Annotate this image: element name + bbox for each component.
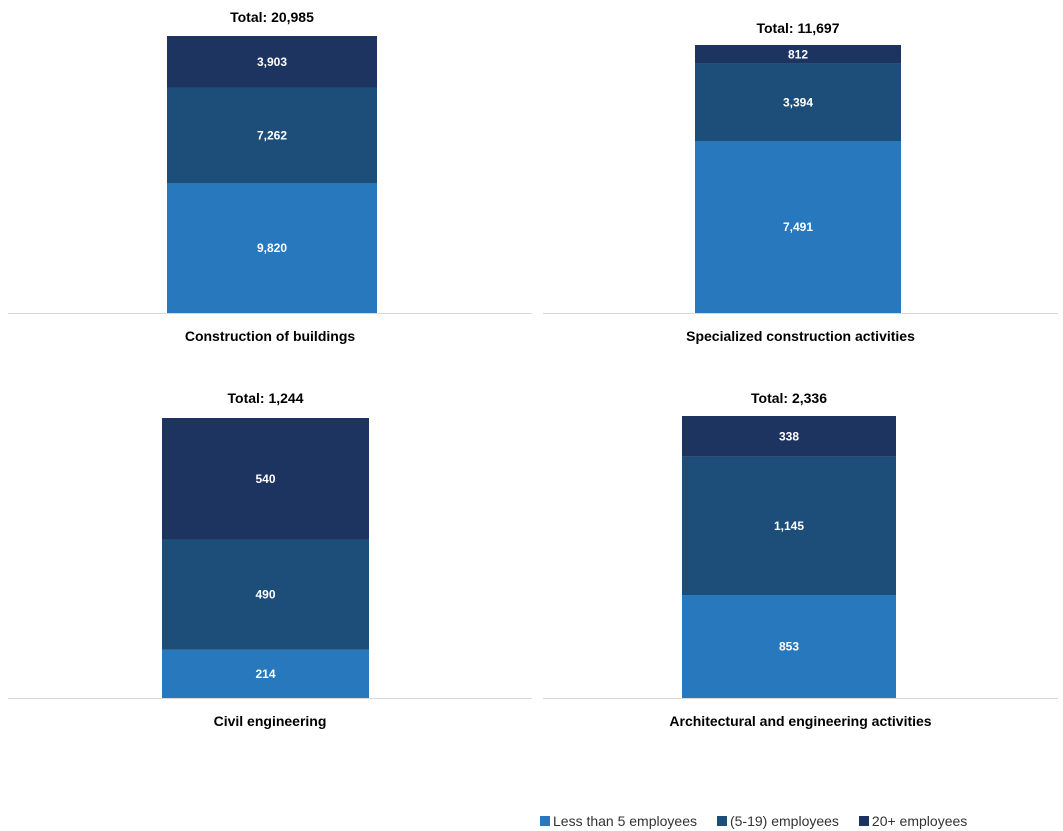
data-label: 1,145 — [774, 519, 804, 533]
bar-segment — [695, 63, 901, 142]
bar-segment — [167, 36, 377, 88]
legend-swatch — [716, 816, 727, 826]
data-label: 3,394 — [783, 95, 813, 109]
bar-segment — [682, 456, 896, 596]
chart-panel-4: 853 1,145 338 Total: 2,336 Architectural and… — [543, 390, 1058, 729]
legend-item-5-19: (5-19) employees — [716, 813, 839, 829]
bar-segment — [682, 595, 896, 698]
bar-segment — [695, 45, 901, 64]
total-label: Total: 11,697 — [756, 20, 839, 36]
data-label: 3,903 — [257, 55, 287, 69]
legend-label: 20+ employees — [871, 813, 968, 829]
data-label: 214 — [255, 667, 275, 681]
data-label: 812 — [788, 47, 808, 61]
chart-panel-2: 7,491 3,394 812 Total: 11,697 Specialized co… — [543, 20, 1058, 344]
bar-segment — [167, 183, 377, 313]
bar-segment — [682, 416, 896, 457]
total-label: Total: 20,985 — [230, 9, 314, 25]
legend-label: (5-19) employees — [729, 813, 839, 829]
legend-swatch — [540, 816, 550, 826]
bar-segment — [695, 141, 901, 313]
total-label: Total: 1,244 — [228, 390, 304, 406]
data-label: 540 — [255, 472, 275, 486]
bar-segment — [162, 649, 369, 698]
data-label: 853 — [779, 640, 799, 654]
bar-segment — [162, 418, 369, 540]
category-label: Civil engineering — [214, 713, 327, 729]
total-label: Total: 2,336 — [751, 390, 827, 406]
data-label: 7,262 — [257, 128, 287, 142]
legend-swatch — [858, 816, 869, 826]
data-label: 338 — [779, 429, 799, 443]
chart-panel-1: 9,820 7,262 3,903 Total: 20,985 Construction… — [8, 9, 532, 344]
bar-segment — [167, 87, 377, 184]
category-label: Specialized construction activities — [686, 328, 915, 344]
legend-label: Less than 5 employees — [553, 813, 697, 829]
legend: Less than 5 employees (5-19) employees 2… — [540, 812, 967, 830]
category-label: Construction of buildings — [185, 328, 356, 344]
data-label: 9,820 — [257, 241, 287, 255]
data-label: 490 — [255, 588, 275, 602]
data-label: 7,491 — [783, 220, 813, 234]
category-label: Architectural and engineering activities — [669, 713, 931, 729]
chart-panel-3: 214 490 540 Total: 1,244 Civil engineering — [8, 390, 532, 729]
legend-item-less-than-5: Less than 5 employees — [540, 813, 697, 829]
legend-item-20-plus: 20+ employees — [858, 813, 968, 829]
bar-segment — [162, 539, 369, 650]
